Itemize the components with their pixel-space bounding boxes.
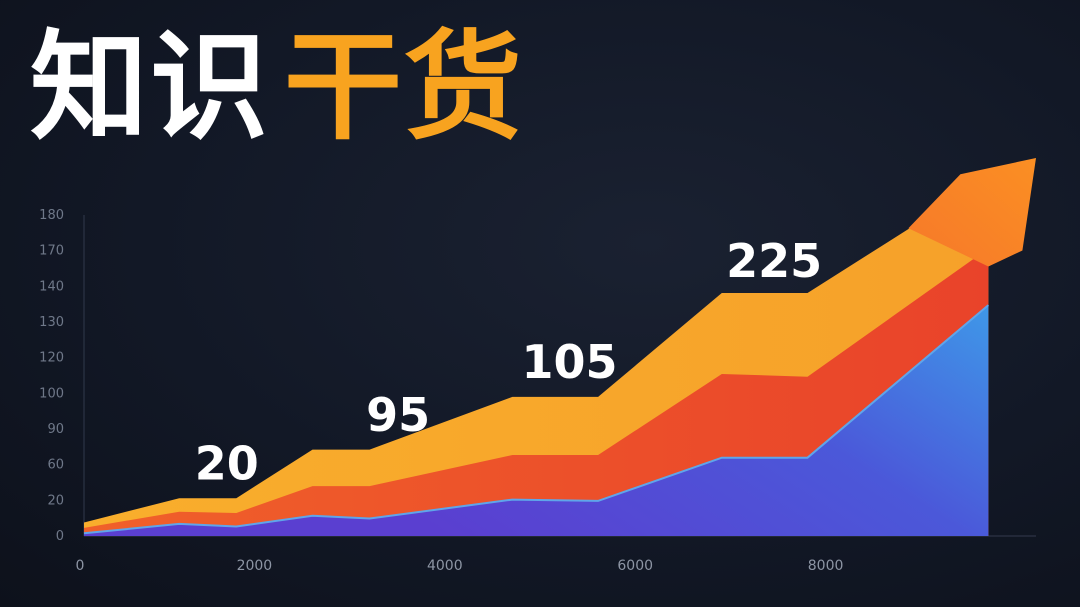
y-tick-label: 20: [47, 493, 64, 508]
data-label: 95: [366, 388, 430, 442]
growth-arrow-head: [908, 158, 1036, 267]
axes: 0 20 60 90 100 120 130 140 170 180 0 2000 4000 6000 80…: [39, 208, 1036, 574]
y-tick-label: 140: [39, 279, 64, 294]
area-series-bottom: [84, 305, 989, 536]
page-title: 知识 干货: [30, 28, 524, 146]
data-label: 225: [726, 234, 822, 288]
x-tick-label: 0: [76, 558, 85, 574]
data-label: 20: [195, 436, 259, 490]
stacked-areas: [83, 158, 1036, 537]
area-series-bottom-edge: [83, 304, 990, 535]
y-tick-label: 0: [56, 529, 64, 544]
y-tick-label: 100: [39, 386, 64, 401]
title-part-orange: 干货: [284, 18, 525, 156]
title-part-white: 知识: [30, 18, 271, 156]
y-tick-label: 120: [39, 351, 64, 366]
y-tick-label: 60: [47, 458, 64, 473]
data-label: 105: [522, 335, 618, 389]
x-tick-label: 8000: [808, 558, 844, 574]
y-tick-label: 130: [39, 315, 64, 330]
x-tick-label: 4000: [427, 558, 463, 574]
x-tick-label: 6000: [617, 558, 653, 574]
x-tick-label: 2000: [237, 558, 273, 574]
y-tick-label: 180: [39, 208, 64, 223]
y-tick-label: 90: [47, 422, 64, 437]
y-tick-label: 170: [39, 244, 64, 259]
data-labels: 20 95 105 225: [195, 234, 822, 491]
